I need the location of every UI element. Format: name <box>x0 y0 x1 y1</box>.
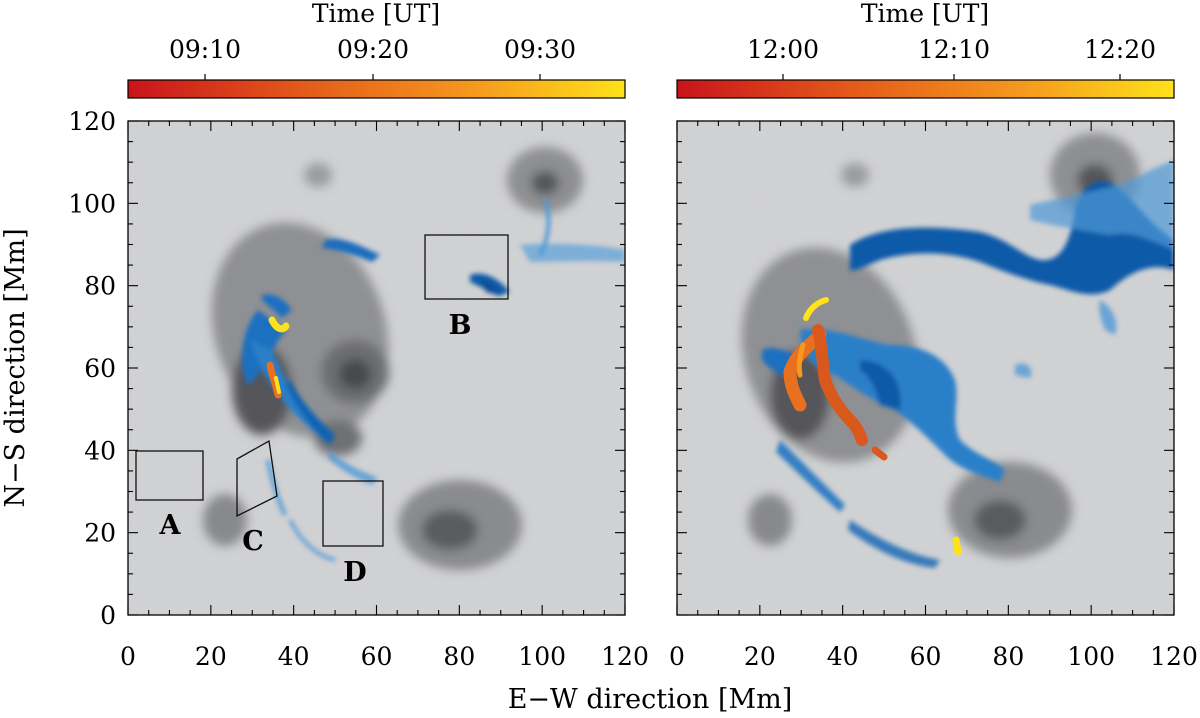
y-axis-title: N−S direction [Mm] <box>0 228 31 507</box>
colorbar-right: Time [UT] 12:00 12:10 12:20 <box>676 0 1175 99</box>
x-tick-label: 100 <box>1067 642 1115 671</box>
x-tick-label: 100 <box>518 642 566 671</box>
box-label-a: A <box>159 510 182 541</box>
colorbar-tick-right-0: 12:00 <box>747 35 819 64</box>
flows-blue-right <box>762 160 1174 568</box>
y-tick-label: 0 <box>100 601 116 630</box>
x-tick-label: 40 <box>827 642 859 671</box>
colorbar-title-right: Time [UT] <box>861 0 989 28</box>
image-left <box>128 121 625 615</box>
x-tick-label: 60 <box>910 642 942 671</box>
x-axis-title: E−W direction [Mm] <box>508 684 793 715</box>
x-tick-label: 120 <box>601 642 649 671</box>
y-tick-labels: 0 20 40 60 80 100 120 <box>68 107 116 630</box>
image-right <box>677 121 1174 615</box>
boxes-left <box>135 234 509 547</box>
y-tick-label: 40 <box>84 436 116 465</box>
x-tick-label: 80 <box>443 642 475 671</box>
colorbar-tick-right-1: 12:10 <box>918 35 990 64</box>
x-tick-label: 40 <box>278 642 310 671</box>
colorbar-left: Time [UT] 09:10 09:20 09:30 <box>127 0 626 99</box>
box-label-d: D <box>343 557 366 588</box>
y-tick-label: 20 <box>84 519 116 548</box>
y-tick-label: 80 <box>84 272 116 301</box>
colorbar-tick-left-1: 09:20 <box>337 35 409 64</box>
x-tick-labels-right: 0 20 40 60 80 100 120 <box>669 642 1198 671</box>
ticks-left <box>127 120 626 616</box>
flows-time-right <box>783 297 962 556</box>
flows-time-left <box>266 316 290 399</box>
box-a <box>135 450 204 501</box>
colorbar-tick-left-2: 09:30 <box>504 35 576 64</box>
box-b <box>424 234 509 300</box>
y-tick-label: 100 <box>68 189 116 218</box>
colorbar-tick-left-0: 09:10 <box>169 35 241 64</box>
panel-right: Time [UT] 12:00 12:10 12:20 <box>676 0 1175 616</box>
box-label-c: C <box>242 526 264 557</box>
ticks-right <box>676 120 1175 616</box>
x-tick-labels-left: 0 20 40 60 80 100 120 <box>120 642 649 671</box>
box-label-b: B <box>449 310 472 341</box>
x-tick-label: 0 <box>120 642 136 671</box>
box-d <box>322 480 384 547</box>
x-tick-label: 0 <box>669 642 685 671</box>
colorbar-tick-right-2: 12:20 <box>1084 35 1156 64</box>
colorbar-title-left: Time [UT] <box>312 0 440 28</box>
x-tick-label: 20 <box>195 642 227 671</box>
y-tick-label: 60 <box>84 354 116 383</box>
y-tick-label: 120 <box>68 107 116 136</box>
x-tick-label: 80 <box>992 642 1024 671</box>
box-c <box>236 439 278 518</box>
x-tick-label: 60 <box>361 642 393 671</box>
x-tick-label: 120 <box>1150 642 1198 671</box>
x-tick-label: 20 <box>744 642 776 671</box>
panel-left: Time [UT] 09:10 09:20 09:30 <box>127 0 626 616</box>
